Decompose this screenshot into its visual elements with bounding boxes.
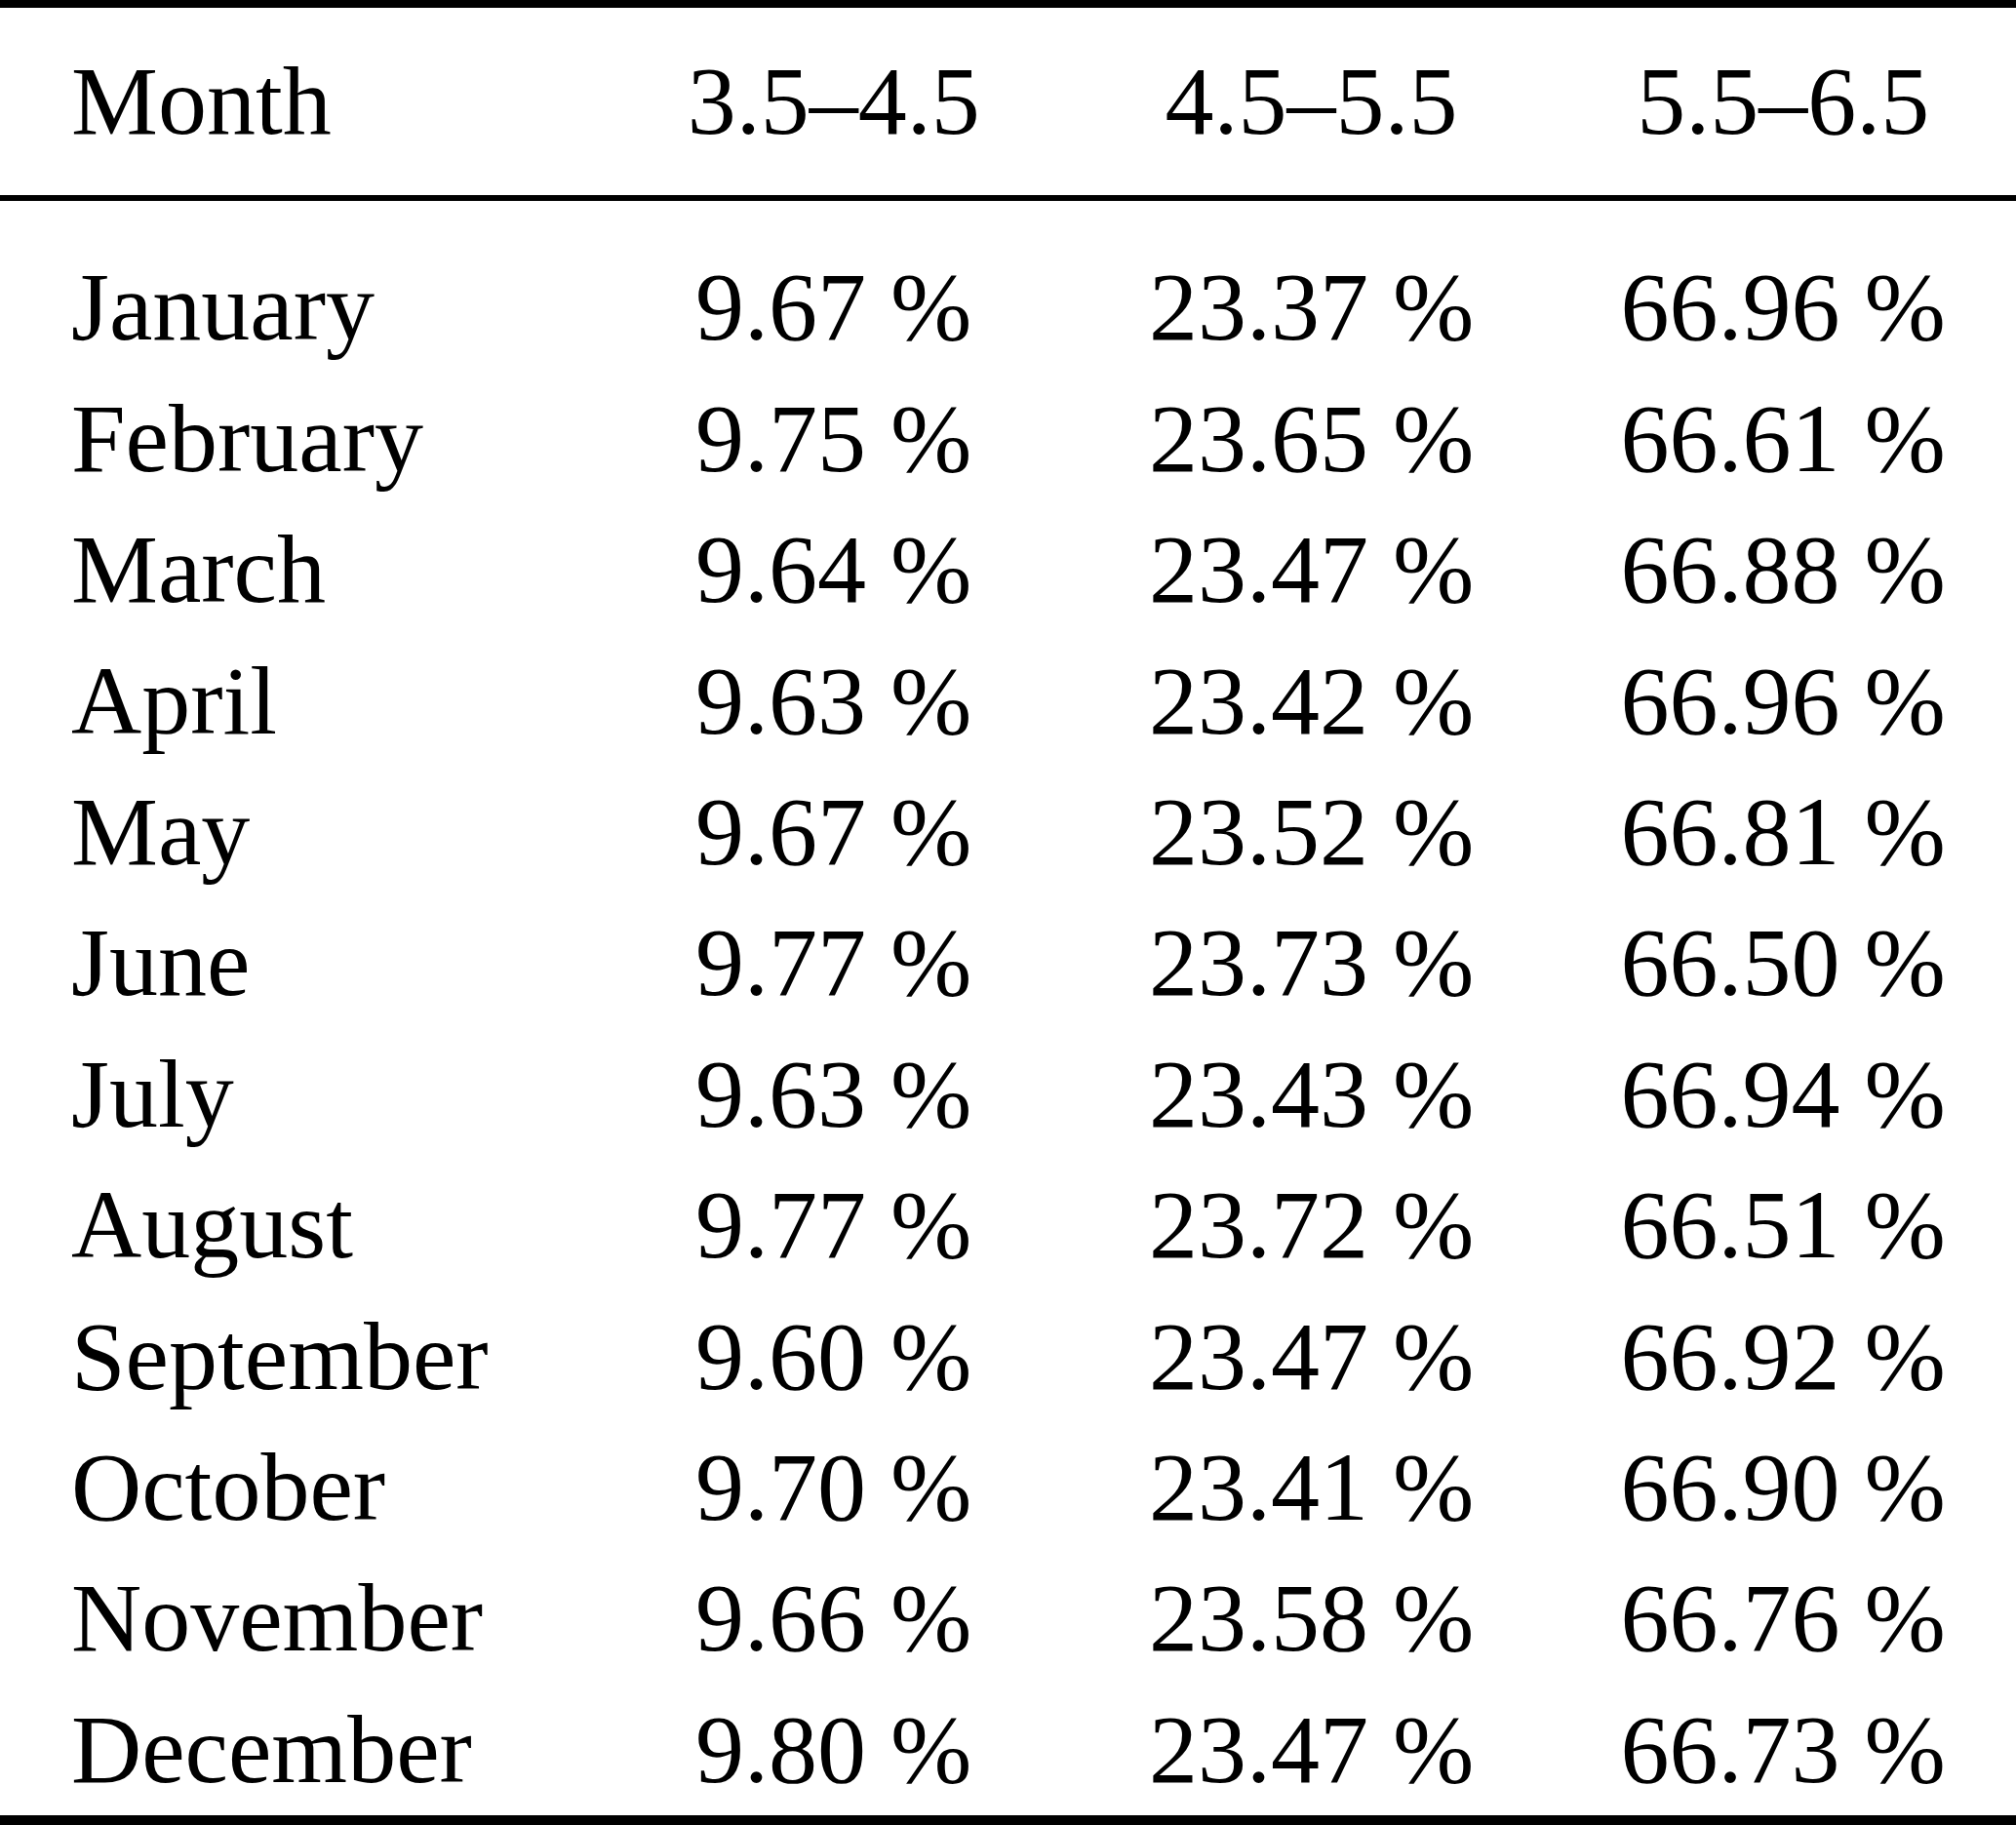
table-row: November 9.66 % 23.58 % 66.76 % xyxy=(0,1553,2016,1684)
table-row: March 9.64 % 23.47 % 66.88 % xyxy=(0,504,2016,635)
month-cell: July xyxy=(0,1029,595,1160)
month-cell: November xyxy=(0,1553,595,1684)
value-cell: 66.94 % xyxy=(1551,1029,2016,1160)
value-cell: 9.66 % xyxy=(595,1553,1073,1684)
value-cell: 66.50 % xyxy=(1551,897,2016,1028)
value-cell: 23.65 % xyxy=(1073,374,1551,504)
table-row: June 9.77 % 23.73 % 66.50 % xyxy=(0,897,2016,1028)
value-cell: 23.43 % xyxy=(1073,1029,1551,1160)
value-cell: 23.52 % xyxy=(1073,767,1551,897)
value-cell: 23.58 % xyxy=(1073,1553,1551,1684)
value-cell: 9.70 % xyxy=(595,1422,1073,1553)
month-cell: May xyxy=(0,767,595,897)
value-cell: 9.77 % xyxy=(595,897,1073,1028)
value-cell: 9.64 % xyxy=(595,504,1073,635)
value-cell: 9.63 % xyxy=(595,1029,1073,1160)
value-cell: 66.96 % xyxy=(1551,198,2016,374)
table-row: September 9.60 % 23.47 % 66.92 % xyxy=(0,1290,2016,1421)
value-cell: 23.73 % xyxy=(1073,897,1551,1028)
value-cell: 9.75 % xyxy=(595,374,1073,504)
month-cell: June xyxy=(0,897,595,1028)
month-cell: August xyxy=(0,1160,595,1290)
column-header-range-1: 3.5–4.5 xyxy=(595,4,1073,198)
column-header-month: Month xyxy=(0,4,595,198)
value-cell: 66.96 % xyxy=(1551,636,2016,767)
table-row: July 9.63 % 23.43 % 66.94 % xyxy=(0,1029,2016,1160)
value-cell: 23.47 % xyxy=(1073,1290,1551,1421)
table-row: May 9.67 % 23.52 % 66.81 % xyxy=(0,767,2016,897)
value-cell: 66.73 % xyxy=(1551,1684,2016,1820)
table-row: December 9.80 % 23.47 % 66.73 % xyxy=(0,1684,2016,1820)
value-cell: 66.61 % xyxy=(1551,374,2016,504)
value-cell: 66.88 % xyxy=(1551,504,2016,635)
month-cell: October xyxy=(0,1422,595,1553)
month-cell: March xyxy=(0,504,595,635)
header-row: Month 3.5–4.5 4.5–5.5 5.5–6.5 xyxy=(0,4,2016,198)
value-cell: 9.80 % xyxy=(595,1684,1073,1820)
value-cell: 66.90 % xyxy=(1551,1422,2016,1553)
value-cell: 23.72 % xyxy=(1073,1160,1551,1290)
value-cell: 66.81 % xyxy=(1551,767,2016,897)
table-row: October 9.70 % 23.41 % 66.90 % xyxy=(0,1422,2016,1553)
month-cell: April xyxy=(0,636,595,767)
value-cell: 9.77 % xyxy=(595,1160,1073,1290)
monthly-percentage-table: Month 3.5–4.5 4.5–5.5 5.5–6.5 January 9.… xyxy=(0,0,2016,1825)
column-header-range-2: 4.5–5.5 xyxy=(1073,4,1551,198)
value-cell: 66.51 % xyxy=(1551,1160,2016,1290)
value-cell: 23.42 % xyxy=(1073,636,1551,767)
value-cell: 23.37 % xyxy=(1073,198,1551,374)
month-cell: December xyxy=(0,1684,595,1820)
value-cell: 9.67 % xyxy=(595,198,1073,374)
value-cell: 9.60 % xyxy=(595,1290,1073,1421)
month-cell: January xyxy=(0,198,595,374)
table-row: February 9.75 % 23.65 % 66.61 % xyxy=(0,374,2016,504)
table-row: January 9.67 % 23.37 % 66.96 % xyxy=(0,198,2016,374)
table-body: January 9.67 % 23.37 % 66.96 % February … xyxy=(0,198,2016,1820)
paper-table-page: Month 3.5–4.5 4.5–5.5 5.5–6.5 January 9.… xyxy=(0,0,2016,1825)
value-cell: 9.63 % xyxy=(595,636,1073,767)
value-cell: 66.76 % xyxy=(1551,1553,2016,1684)
value-cell: 23.47 % xyxy=(1073,1684,1551,1820)
column-header-range-3: 5.5–6.5 xyxy=(1551,4,2016,198)
value-cell: 23.41 % xyxy=(1073,1422,1551,1553)
month-cell: September xyxy=(0,1290,595,1421)
month-cell: February xyxy=(0,374,595,504)
value-cell: 66.92 % xyxy=(1551,1290,2016,1421)
table-header: Month 3.5–4.5 4.5–5.5 5.5–6.5 xyxy=(0,4,2016,198)
table-row: April 9.63 % 23.42 % 66.96 % xyxy=(0,636,2016,767)
value-cell: 23.47 % xyxy=(1073,504,1551,635)
table-row: August 9.77 % 23.72 % 66.51 % xyxy=(0,1160,2016,1290)
value-cell: 9.67 % xyxy=(595,767,1073,897)
